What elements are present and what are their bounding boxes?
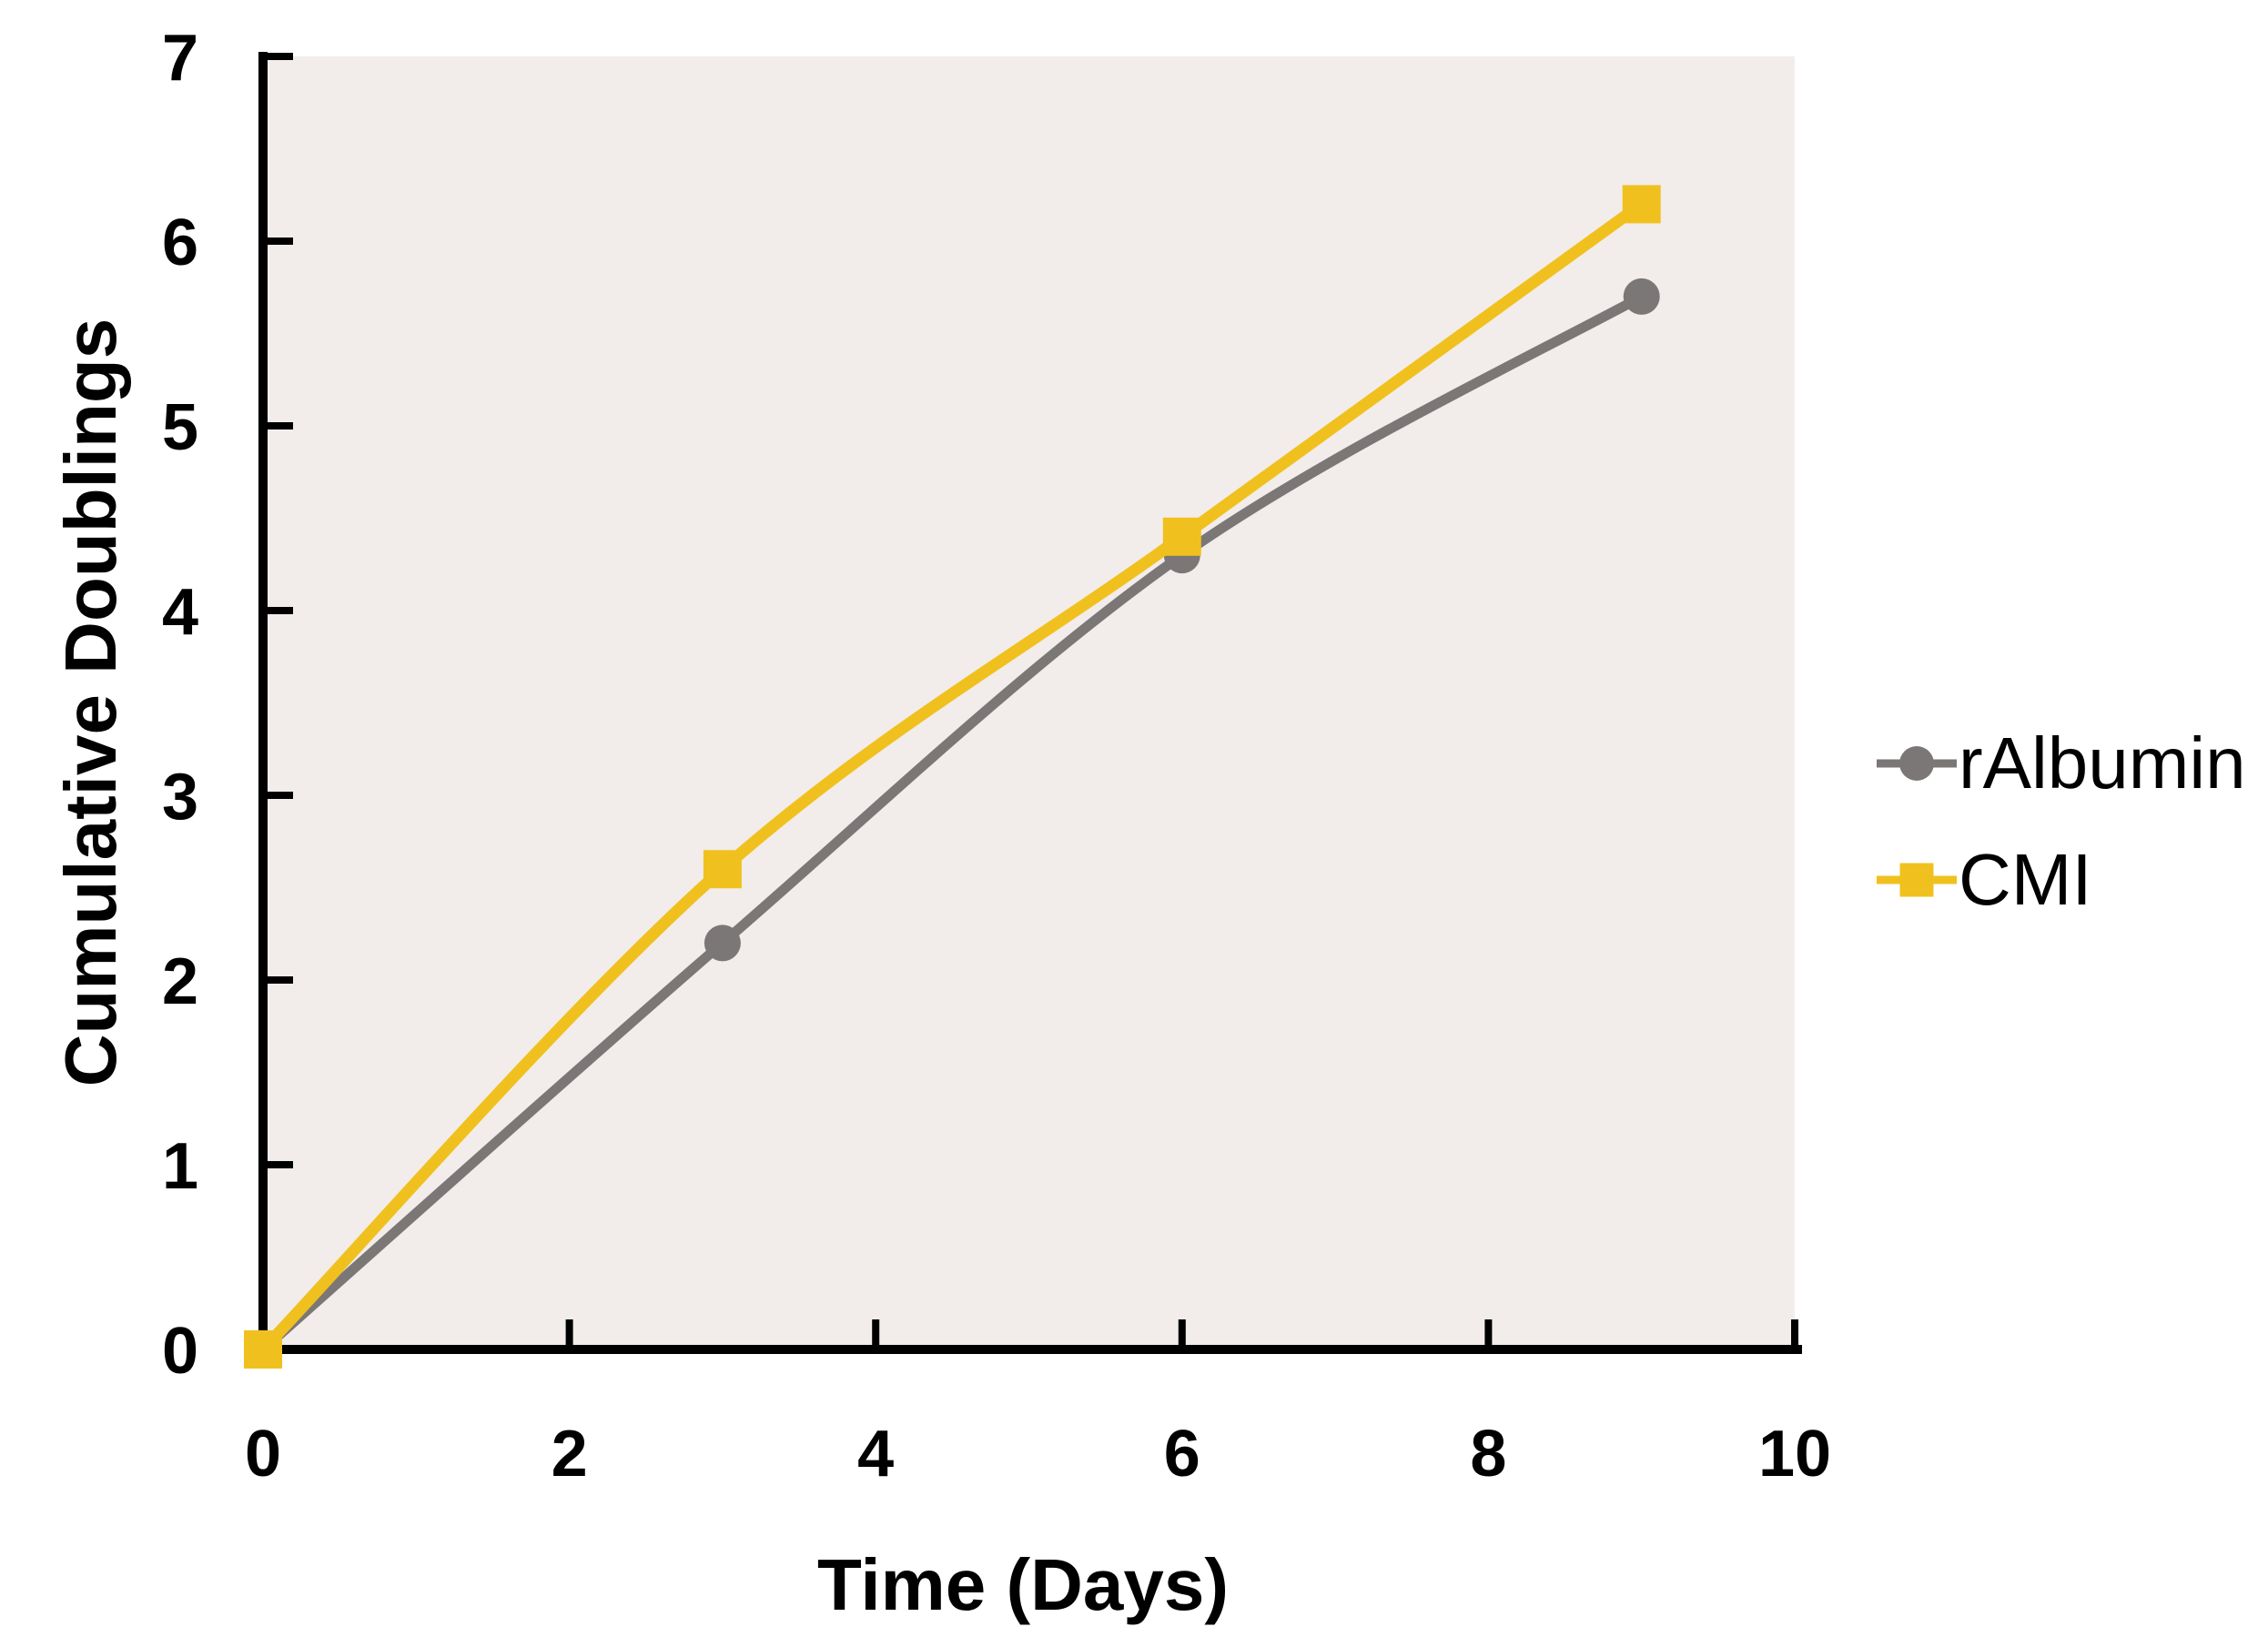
data-point-cmi: [703, 850, 742, 889]
data-point-cmi: [244, 1330, 282, 1369]
ralbumin-circle-marker-icon: [1877, 727, 1957, 800]
y-axis-title: Cumulative Doublings: [50, 318, 131, 1087]
data-point-cmi: [1622, 185, 1661, 224]
x-tick-label: 8: [1470, 1418, 1506, 1490]
legend-item-ralbumin: rAlbumin: [1877, 722, 2246, 803]
y-tick-label: 3: [162, 761, 198, 834]
y-tick-label: 2: [162, 945, 198, 1018]
plot-area: [263, 56, 1795, 1349]
data-point-cmi: [1162, 517, 1201, 556]
y-tick-label: 4: [162, 576, 198, 649]
x-tick-label: 2: [552, 1418, 588, 1490]
x-tick-label: 6: [1164, 1418, 1200, 1490]
series-line-ralbumin: [258, 291, 1647, 1355]
data-point-ralbumin: [1623, 278, 1660, 315]
x-tick-label: 0: [245, 1418, 281, 1490]
y-tick-label: 5: [162, 391, 198, 464]
x-tick-label: 10: [1758, 1418, 1831, 1490]
y-tick-label: 6: [162, 207, 198, 279]
legend-label: CMI: [1959, 839, 2092, 920]
y-tick-label: 1: [162, 1130, 198, 1203]
series-line-cmi: [257, 197, 1648, 1356]
cmi-square-marker-icon: [1877, 844, 1957, 916]
x-tick-label: 4: [857, 1418, 894, 1490]
x-axis-title: Time (Days): [816, 1544, 1230, 1625]
y-tick-label: 7: [162, 22, 198, 95]
legend-item-cmi: CMI: [1877, 839, 2092, 920]
legend-label: rAlbumin: [1959, 722, 2246, 803]
y-tick-label: 0: [162, 1315, 198, 1388]
data-point-ralbumin: [704, 925, 741, 962]
